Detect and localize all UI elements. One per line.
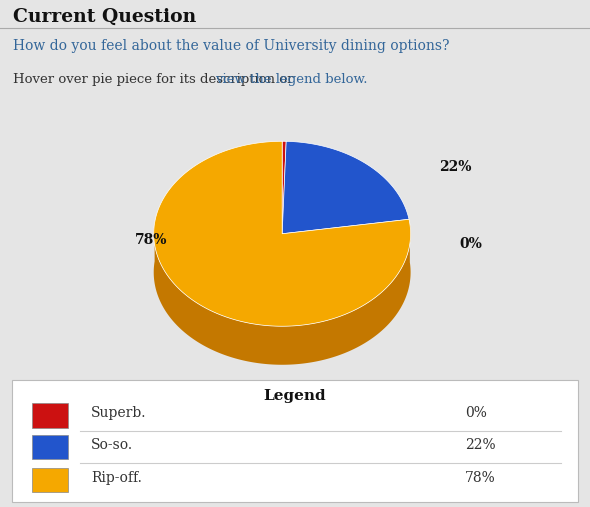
Text: Rip-off.: Rip-off. bbox=[91, 470, 142, 485]
Text: Legend: Legend bbox=[264, 389, 326, 403]
Text: How do you feel about the value of University dining options?: How do you feel about the value of Unive… bbox=[13, 39, 450, 53]
Text: So-so.: So-so. bbox=[91, 438, 133, 452]
Text: 78%: 78% bbox=[135, 233, 167, 247]
Text: 22%: 22% bbox=[465, 438, 496, 452]
Text: 0%: 0% bbox=[465, 406, 487, 420]
Polygon shape bbox=[154, 141, 411, 326]
Polygon shape bbox=[282, 141, 409, 234]
Polygon shape bbox=[154, 223, 411, 365]
Text: Current Question: Current Question bbox=[13, 8, 196, 26]
FancyBboxPatch shape bbox=[32, 404, 68, 428]
Text: Hover over pie piece for its description or: Hover over pie piece for its description… bbox=[13, 73, 298, 86]
Text: 22%: 22% bbox=[439, 160, 471, 174]
Text: 78%: 78% bbox=[465, 470, 496, 485]
Polygon shape bbox=[282, 141, 286, 234]
Text: view the legend below.: view the legend below. bbox=[215, 73, 368, 86]
FancyBboxPatch shape bbox=[12, 380, 578, 502]
FancyBboxPatch shape bbox=[32, 468, 68, 492]
FancyBboxPatch shape bbox=[32, 435, 68, 459]
Text: 0%: 0% bbox=[460, 237, 482, 251]
Text: Superb.: Superb. bbox=[91, 406, 146, 420]
